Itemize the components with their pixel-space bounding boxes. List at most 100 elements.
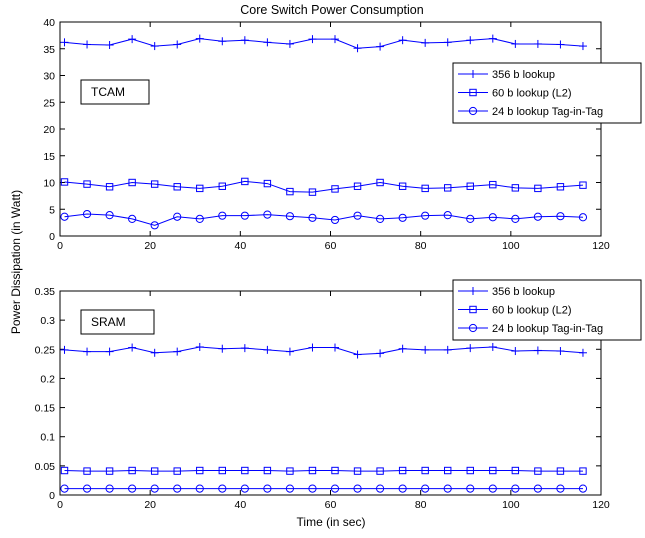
data-point [83,467,91,475]
data-point [128,35,137,44]
legend: 356 b lookup 60 b lookup (L2) 24 b lookup … [452,279,642,341]
data-point [286,187,294,196]
data-point [579,467,587,475]
x-tick-label: 80 [415,499,427,511]
data-point [489,466,497,475]
data-point [173,347,182,356]
data-point [556,467,565,475]
data-point [263,179,272,188]
data-point [240,211,249,220]
series-circle [60,209,588,230]
data-point [353,467,362,475]
data-point [128,484,137,493]
series-line [64,346,584,356]
data-point [331,343,340,352]
data-point [60,178,69,186]
data-point [376,42,385,51]
data-point [398,213,407,222]
y-tick-label: 15 [43,151,55,163]
data-point [421,484,430,493]
data-point [330,484,340,493]
data-point [421,38,430,47]
data-point [533,212,542,221]
data-point [128,343,137,352]
y-tick-label: 25 [43,97,55,109]
data-point [488,34,497,43]
data-point [173,467,181,475]
data-point [218,182,227,190]
data-point [150,467,159,475]
x-tick-label: 100 [502,499,520,511]
x-tick-label: 0 [57,240,63,252]
x-tick-label: 0 [57,499,63,511]
data-point [579,181,587,189]
data-point [556,212,565,221]
data-point [195,342,204,351]
data-point [263,466,272,475]
legend-marker [469,88,477,97]
data-point [353,484,362,493]
data-point [195,34,204,43]
data-point [511,39,520,48]
y-tick-label: 20 [43,124,55,136]
legend: 356 b lookup 60 b lookup (L2) 24 b lookup … [452,62,642,124]
data-point [128,466,136,475]
y-tick-label: 10 [43,178,55,190]
y-tick-label: 0 [49,231,55,243]
legend-label: 60 b lookup (L2) [492,305,572,317]
data-point [534,467,542,475]
data-point [466,344,475,353]
data-point [196,184,204,193]
data-point [173,183,181,191]
panel-label: TCAM [91,85,125,99]
data-point [421,211,430,220]
data-point [444,184,452,192]
data-point [488,342,497,351]
legend-label: 60 b lookup (L2) [492,88,572,100]
series-line [64,38,584,49]
chart-panels: 0 20 40 60 80 100 120 0 5 10 15 20 25 30 35 40 TCAM 356 b… [35,17,642,511]
data-point [331,35,340,44]
data-point [533,484,542,493]
data-point [218,37,227,46]
data-point [285,347,294,356]
legend-marker [469,305,477,314]
data-point [353,350,362,359]
data-point [556,347,565,356]
y-axis-label: Power Dissipation (in Watt) [9,190,23,334]
legend-label: 24 b lookup Tag-in-Tag [492,106,603,118]
data-point [286,467,294,475]
x-tick-label: 120 [592,240,610,252]
data-point [398,344,407,353]
data-point [308,188,317,196]
data-point [308,484,317,493]
data-point [421,184,429,193]
data-point [150,180,159,188]
series-plus [60,34,587,53]
data-point [83,180,91,188]
data-point [105,183,114,191]
x-axis-label: Time (in sec) [297,515,366,529]
x-tick-label: 120 [592,499,610,511]
data-point [353,182,362,190]
data-point [578,42,587,51]
data-point [330,215,340,225]
data-point [398,182,407,190]
panel-label: SRAM [91,315,126,329]
data-point [218,466,227,475]
data-point [466,484,475,493]
data-point [105,484,114,493]
data-point [376,349,385,358]
data-point [218,484,227,493]
data-point [511,347,520,356]
series-line [64,213,583,226]
series-square [60,177,587,196]
x-tick-label: 60 [325,499,337,511]
y-tick-label: 0.1 [40,432,55,444]
x-tick-label: 40 [234,240,246,252]
data-point [375,214,385,223]
panel-sram: 0 20 40 60 80 100 120 0 0.05 0.1 0.15 0.2 0.25 0.3 0.3… [35,279,642,511]
y-tick-label: 40 [43,17,55,29]
